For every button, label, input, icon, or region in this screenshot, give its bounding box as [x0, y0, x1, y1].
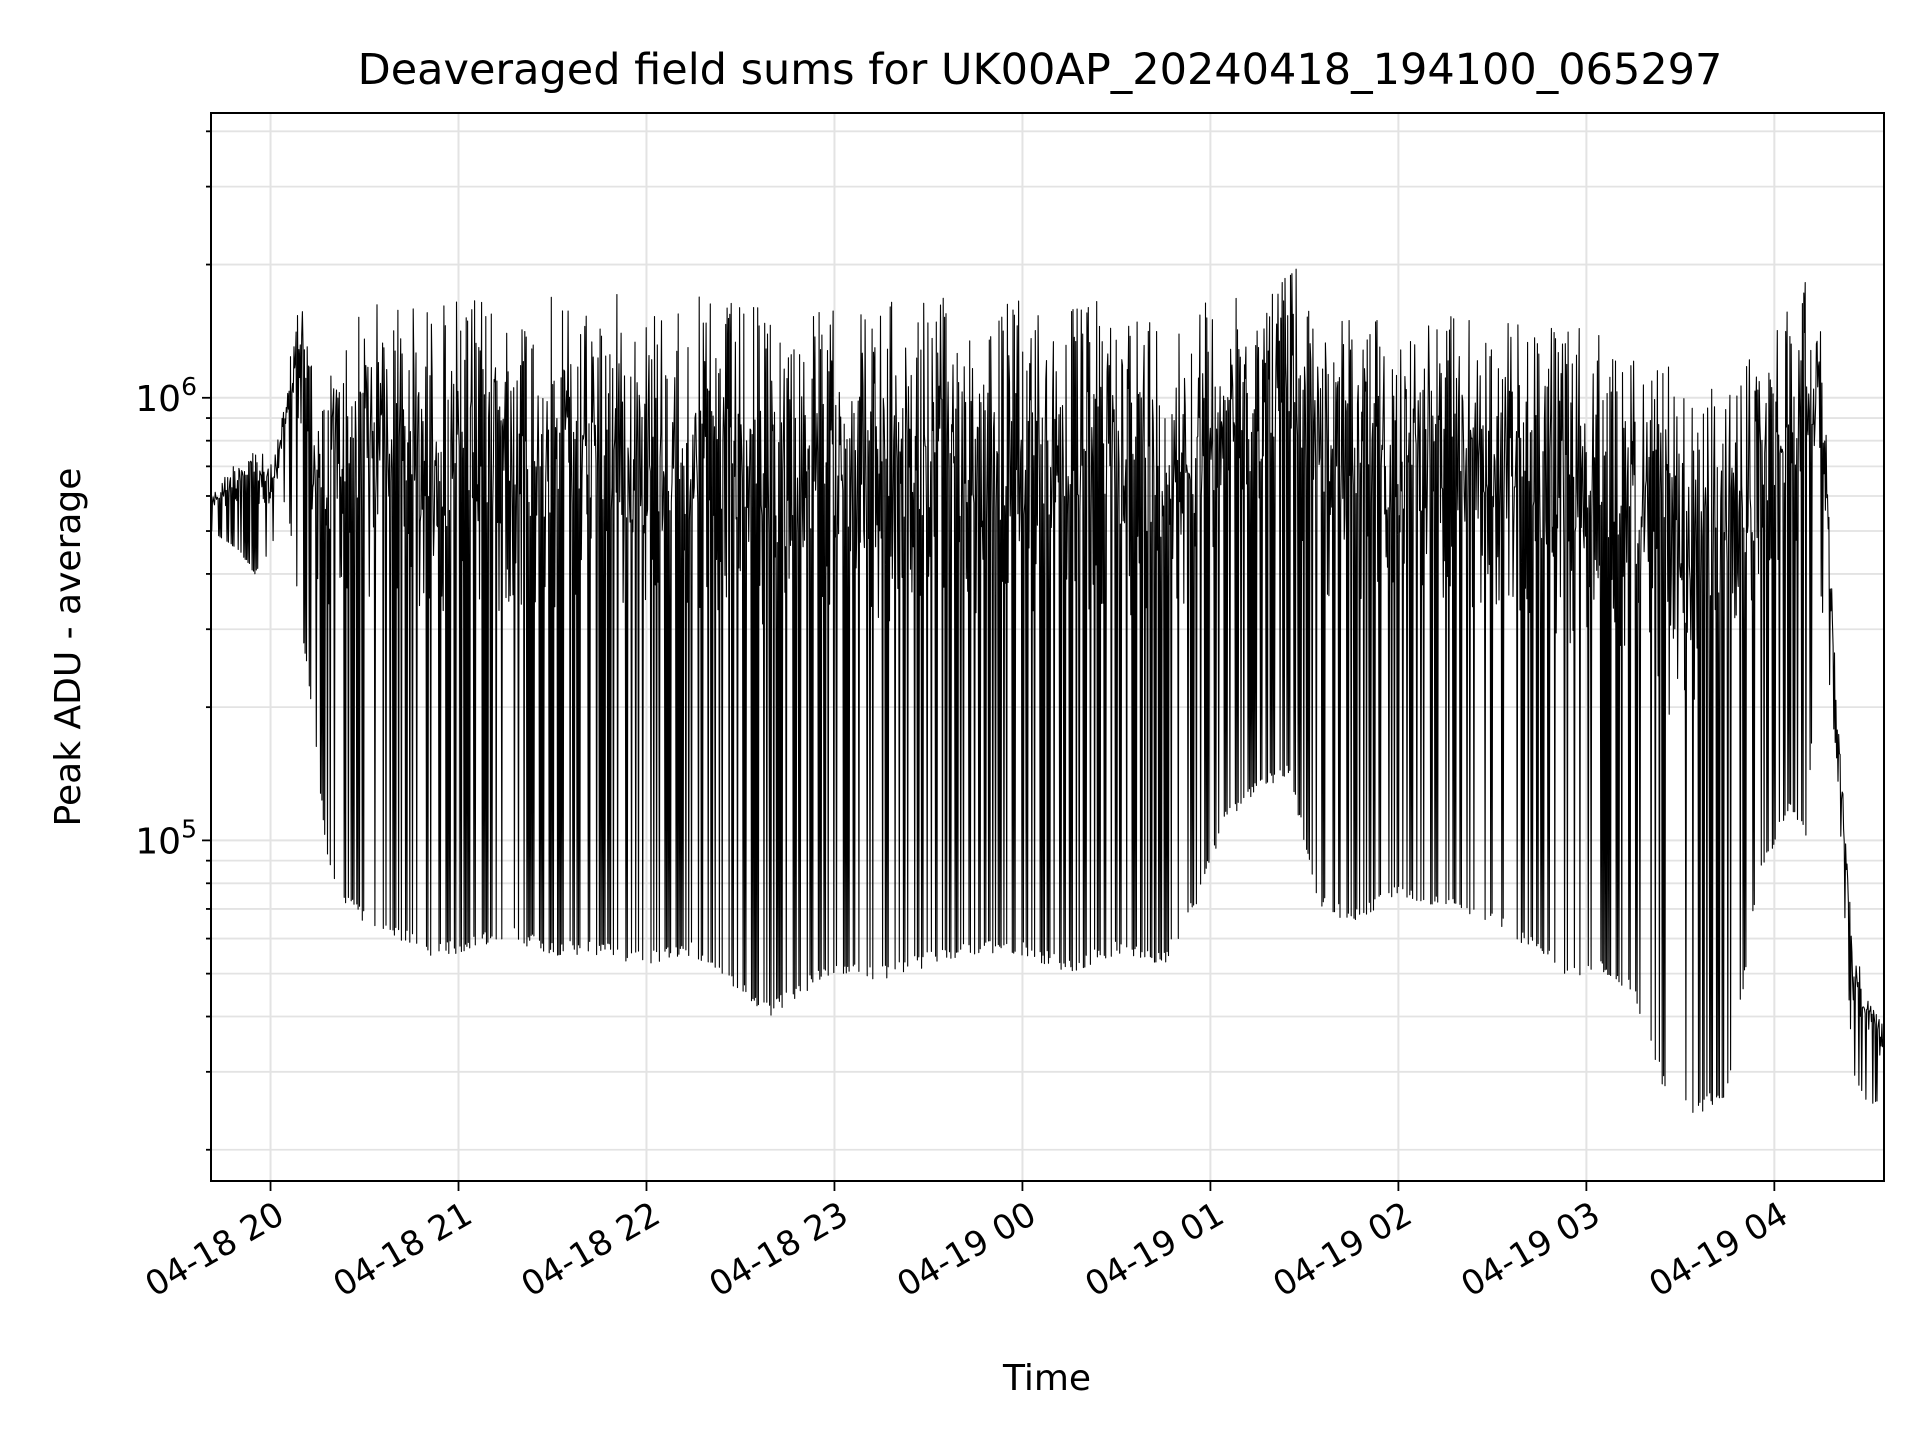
y-tick-label-base: 10 [135, 379, 181, 420]
y-tick-label-exponent: 5 [181, 814, 197, 843]
chart-title: Deaveraged field sums for UK00AP_2024041… [358, 45, 1723, 95]
y-tick-label-exponent: 6 [181, 372, 197, 401]
series-line [210, 268, 1885, 1113]
y-tick-label: 105 [135, 814, 197, 862]
y-tick-label: 106 [135, 372, 197, 420]
y-axis-label: Peak ADU - average [48, 468, 89, 827]
y-tick-label-base: 10 [135, 821, 181, 862]
x-axis-label: Time [1002, 1358, 1091, 1399]
plot-frame [210, 112, 1885, 1182]
series-layer [210, 268, 1885, 1113]
